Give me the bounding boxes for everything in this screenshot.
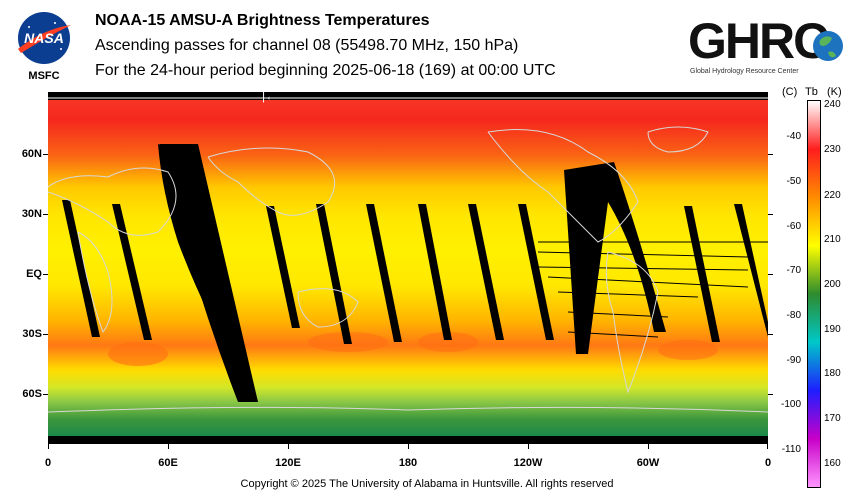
lon-tick (648, 444, 649, 449)
lat-tick (43, 274, 48, 275)
lon-label-120w: 120W (513, 457, 543, 469)
map-title: NOAA-15 AMSU-A Brightness Temperatures (95, 12, 430, 29)
colorbar-title-celsius: (C) (782, 86, 798, 98)
lon-label-60e: 60E (158, 457, 178, 469)
colorbar-celsius-label: -100 (780, 399, 801, 410)
colorbar-celsius-label: -110 (781, 444, 801, 455)
colorbar-title-tb: Tb (805, 86, 818, 98)
colorbar-kelvin-label: 190 (824, 324, 841, 335)
lat-tick (43, 334, 48, 335)
lat-label-30n: 30N (21, 208, 42, 220)
nasa-logo: NASA MSFC (18, 12, 71, 82)
colorbar (807, 100, 821, 488)
lat-tick (768, 394, 773, 395)
lon-label-120e: 120E (275, 457, 301, 469)
colorbar-kelvin-label: 180 (824, 368, 841, 379)
lat-tick (768, 274, 773, 275)
colorbar-kelvin-label: 210 (824, 234, 841, 245)
lat-label-60n: 60N (21, 148, 42, 160)
orbit-direction-arrow: |← (262, 89, 278, 103)
lat-tick (43, 154, 48, 155)
lat-tick (768, 154, 773, 155)
colorbar-kelvin-label: 220 (824, 190, 841, 201)
ghrc-logo-text: GHRC (688, 13, 828, 69)
colorbar-celsius-label: -40 (786, 131, 801, 142)
colorbar-celsius-label: -80 (786, 310, 801, 321)
nasa-logo-text: NASA (24, 30, 64, 46)
lon-label-0: 0 (44, 457, 52, 469)
lat-tick (43, 214, 48, 215)
map-period: For the 24-hour period beginning 2025-06… (95, 62, 556, 79)
lon-tick (48, 444, 49, 449)
brightness-temperature-map (48, 92, 768, 444)
colorbar-celsius-label: -70 (786, 265, 801, 276)
colorbar-celsius-label: -60 (786, 221, 801, 232)
lon-tick (767, 444, 768, 449)
lon-tick (528, 444, 529, 449)
lon-label-180: 180 (398, 457, 418, 469)
lat-tick (768, 334, 773, 335)
lat-tick (768, 214, 773, 215)
lon-tick (408, 444, 409, 449)
colorbar-kelvin-label: 240 (824, 99, 841, 110)
lon-tick (288, 444, 289, 449)
lat-tick (43, 394, 48, 395)
lat-label-30s: 30S (22, 328, 42, 340)
lat-label-60s: 60S (22, 388, 42, 400)
colorbar-kelvin-label: 200 (824, 279, 841, 290)
colorbar-title-kelvin: (K) (827, 86, 842, 98)
colorbar-celsius-label: -50 (786, 176, 801, 187)
lon-label-0-east: 0 (764, 457, 772, 469)
lat-label-eq: EQ (26, 268, 42, 280)
ghrc-logo: GHRC Global Hydrology Resource Center (688, 13, 843, 75)
lon-tick (168, 444, 169, 449)
colorbar-celsius-label: -90 (786, 355, 801, 366)
msfc-text: MSFC (28, 70, 59, 82)
colorbar-kelvin-label: 230 (824, 144, 841, 155)
ghrc-logo-subtext: Global Hydrology Resource Center (690, 68, 799, 75)
map-subtitle: Ascending passes for channel 08 (55498.7… (95, 37, 519, 54)
copyright-text: Copyright © 2025 The University of Alaba… (240, 478, 614, 490)
colorbar-kelvin-label: 170 (824, 413, 841, 424)
colorbar-kelvin-label: 160 (824, 458, 841, 469)
lon-label-60w: 60W (636, 457, 660, 469)
